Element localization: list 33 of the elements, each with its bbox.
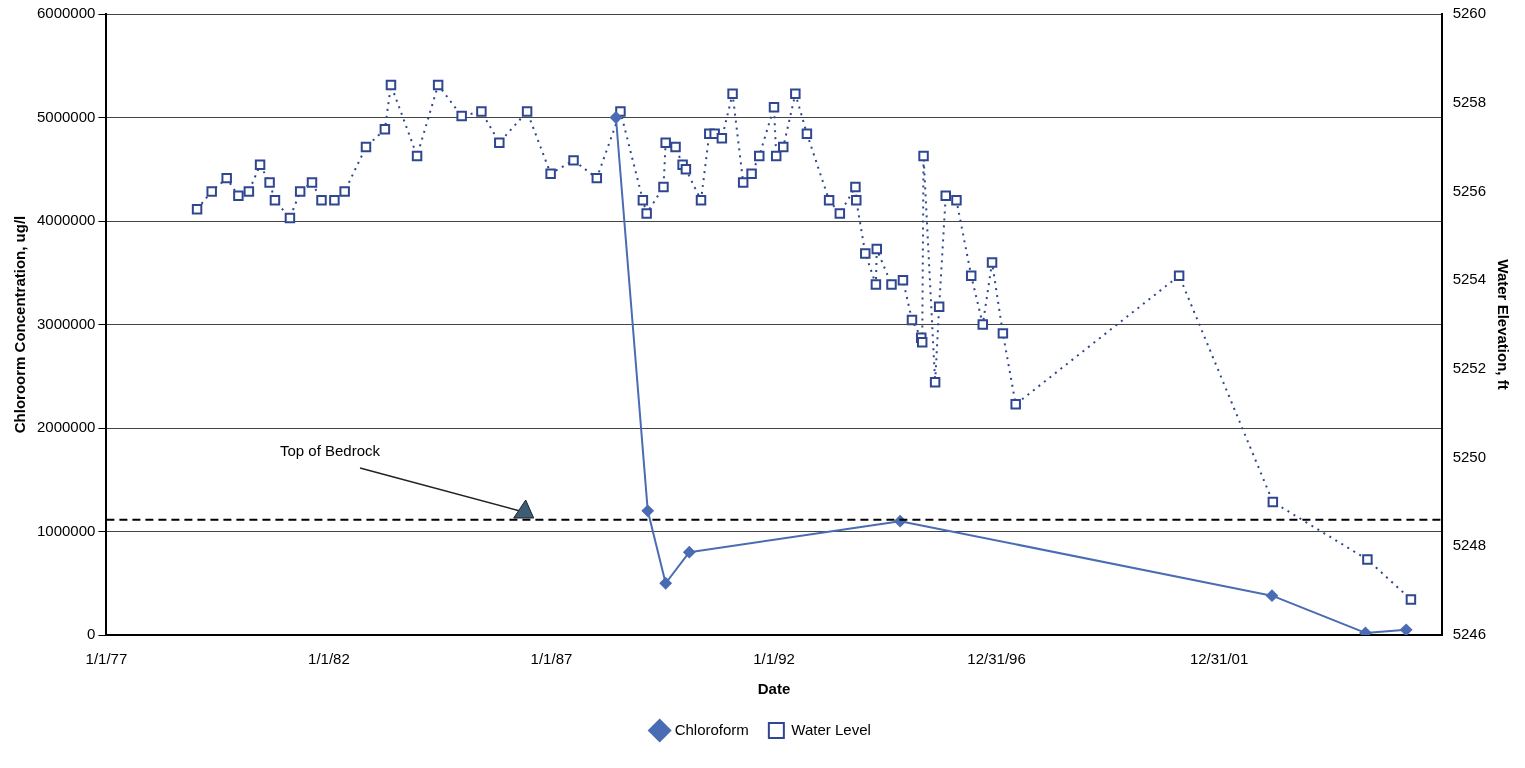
x-tick-label: 12/31/96 [967, 650, 1026, 668]
point [1400, 623, 1413, 635]
legend-label: Water Level [791, 720, 871, 738]
legend-label: Chloroform [674, 720, 749, 738]
point [609, 111, 622, 124]
y-tick-label: 4000000 [36, 211, 96, 229]
x-tick-label: 1/1/82 [308, 650, 350, 668]
y-tick-label: 1000000 [36, 521, 96, 539]
y2-tick-label: 5248 [1452, 536, 1487, 554]
y2-tick-label: 5246 [1452, 625, 1487, 643]
y-tick-label: 5000000 [36, 107, 96, 125]
y2-tick-label: 5252 [1452, 359, 1487, 376]
ref-line-label: Top of Bedrock [279, 442, 381, 460]
point [1265, 589, 1278, 602]
y2-tick-label: 5254 [1452, 270, 1487, 288]
y-tick-label: 2000000 [36, 418, 96, 436]
y2-tick-label: 5256 [1452, 181, 1487, 199]
point [659, 577, 672, 590]
y-tick-label: 6000000 [36, 4, 96, 22]
x-tick-label: 12/31/01 [1189, 650, 1249, 668]
x-axis-title: Date [757, 680, 791, 698]
point [683, 546, 696, 559]
x-tick-label: 1/1/92 [753, 650, 795, 668]
y-tick-label: 0 [87, 625, 96, 643]
y-tick-label: 3000000 [36, 314, 96, 332]
y2-tick-label: 5258 [1452, 92, 1487, 110]
y2-tick-label: 5250 [1452, 447, 1487, 465]
y2-tick-label: 5260 [1452, 4, 1487, 22]
point [641, 504, 654, 517]
y2-axis-title: Water Elevation, ft [1494, 259, 1512, 390]
x-tick-label: 1/1/87 [530, 650, 573, 668]
x-tick-label: 1/1/77 [85, 650, 128, 668]
y-axis-title: Chloroorm Concentration, ug/l [11, 215, 29, 434]
